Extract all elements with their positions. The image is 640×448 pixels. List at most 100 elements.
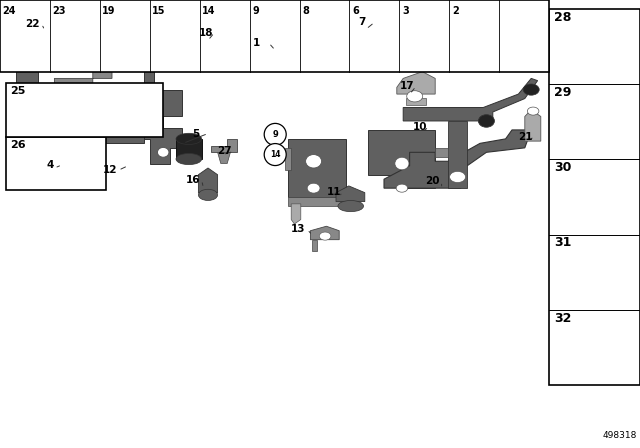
Polygon shape [355, 25, 378, 29]
Ellipse shape [338, 200, 364, 211]
Polygon shape [322, 4, 327, 13]
Ellipse shape [415, 28, 433, 51]
Ellipse shape [198, 189, 218, 201]
Text: 14: 14 [202, 6, 216, 16]
Text: 6: 6 [352, 6, 359, 16]
Polygon shape [288, 139, 346, 197]
Polygon shape [73, 147, 96, 172]
Polygon shape [72, 4, 77, 13]
Ellipse shape [257, 14, 292, 65]
Ellipse shape [289, 38, 300, 45]
Bar [6, 137, 106, 190]
Ellipse shape [157, 147, 169, 157]
Ellipse shape [40, 147, 95, 185]
Polygon shape [448, 121, 467, 188]
Polygon shape [403, 78, 538, 121]
Ellipse shape [66, 28, 84, 51]
Text: 10: 10 [413, 122, 428, 132]
Text: 20: 20 [426, 177, 440, 186]
Text: 25: 25 [10, 86, 26, 96]
Ellipse shape [355, 19, 379, 29]
Text: 11: 11 [326, 187, 341, 197]
Polygon shape [45, 34, 106, 40]
Text: 15: 15 [152, 6, 166, 16]
Polygon shape [176, 139, 202, 159]
Polygon shape [198, 168, 218, 193]
Ellipse shape [449, 171, 466, 183]
Ellipse shape [395, 157, 409, 170]
Ellipse shape [314, 38, 326, 45]
Polygon shape [435, 148, 448, 157]
Text: 5: 5 [192, 129, 199, 138]
Polygon shape [594, 325, 605, 372]
Ellipse shape [574, 180, 624, 196]
Polygon shape [54, 65, 112, 87]
Ellipse shape [407, 14, 442, 65]
Ellipse shape [263, 38, 275, 45]
Ellipse shape [176, 134, 202, 145]
Text: 23: 23 [52, 6, 66, 16]
Text: 32: 32 [554, 311, 572, 325]
Polygon shape [285, 148, 291, 170]
Text: 13: 13 [291, 224, 306, 234]
Polygon shape [406, 98, 426, 105]
Text: 7: 7 [358, 17, 366, 27]
Bar [6, 83, 163, 137]
Text: 12: 12 [102, 165, 117, 175]
Ellipse shape [574, 29, 624, 46]
Circle shape [264, 143, 286, 166]
Polygon shape [422, 4, 427, 13]
Ellipse shape [584, 320, 614, 330]
Ellipse shape [205, 47, 218, 56]
Text: 8: 8 [302, 6, 309, 16]
Text: 3: 3 [402, 6, 409, 16]
Bar [507, 18, 543, 57]
Polygon shape [349, 29, 384, 38]
Text: 9: 9 [273, 130, 278, 139]
Text: 27: 27 [218, 146, 232, 156]
Ellipse shape [207, 14, 242, 65]
Text: 9: 9 [252, 6, 259, 16]
Ellipse shape [58, 14, 92, 65]
Polygon shape [189, 36, 234, 52]
Polygon shape [288, 197, 346, 206]
Polygon shape [16, 38, 38, 139]
Polygon shape [253, 49, 339, 60]
Ellipse shape [579, 102, 620, 115]
Ellipse shape [479, 115, 495, 127]
Polygon shape [590, 188, 608, 220]
Polygon shape [38, 130, 144, 143]
Ellipse shape [365, 28, 383, 51]
Text: 24: 24 [3, 6, 16, 16]
Text: 1: 1 [253, 38, 260, 48]
Polygon shape [261, 43, 276, 49]
Polygon shape [397, 72, 435, 94]
Polygon shape [22, 4, 28, 13]
Ellipse shape [157, 14, 192, 65]
Ellipse shape [579, 252, 620, 266]
Polygon shape [291, 204, 301, 224]
Polygon shape [372, 4, 377, 13]
Text: 2: 2 [452, 6, 459, 16]
Polygon shape [122, 4, 127, 13]
Polygon shape [48, 179, 70, 186]
Ellipse shape [16, 28, 34, 51]
Polygon shape [287, 43, 302, 49]
Polygon shape [525, 110, 541, 141]
Polygon shape [211, 139, 237, 152]
Bar [507, 45, 543, 57]
Text: 26: 26 [10, 140, 26, 150]
Polygon shape [19, 22, 211, 58]
Ellipse shape [570, 184, 628, 193]
Ellipse shape [109, 46, 122, 57]
Bar [549, 9, 640, 385]
Text: 498318: 498318 [603, 431, 637, 440]
Ellipse shape [13, 116, 19, 125]
Text: 30: 30 [554, 161, 572, 174]
Polygon shape [384, 130, 531, 188]
Ellipse shape [396, 184, 408, 192]
Text: 4: 4 [46, 160, 54, 170]
Text: 22: 22 [26, 19, 40, 29]
Text: 18: 18 [198, 28, 213, 38]
Text: 19: 19 [102, 6, 116, 16]
